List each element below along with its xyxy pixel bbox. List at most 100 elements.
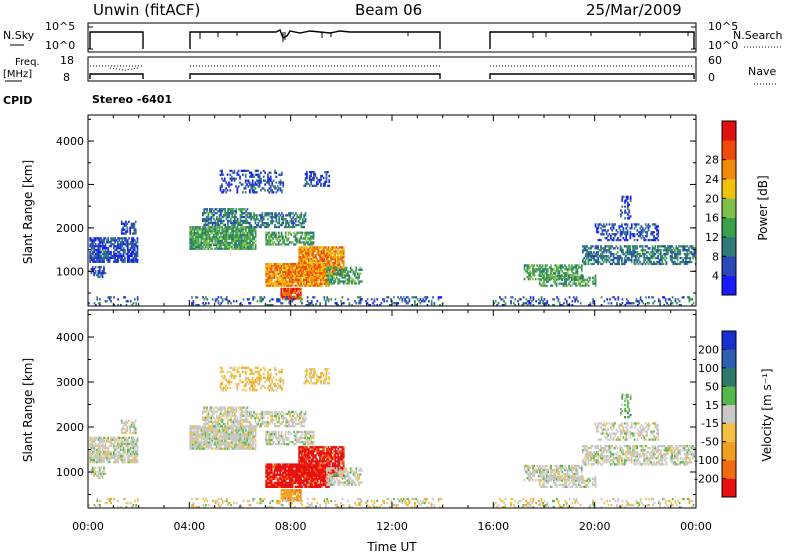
power-cell [252,298,255,301]
velocity-cell [119,442,122,446]
power-cell [293,268,295,272]
power-cell [118,237,121,240]
power-cell [653,223,655,226]
velocity-cell [114,452,116,456]
velocity-cell [133,448,136,452]
power-cell [328,178,331,182]
velocity-cell [93,450,96,454]
power-cell [269,280,272,283]
power-cell [344,268,346,271]
power-cell [256,173,258,176]
power-cell [318,180,321,184]
power-cell [260,189,262,192]
power-cell [221,237,224,241]
power-cell [331,261,334,265]
power-cell [211,232,214,235]
power-cell [103,256,105,259]
velocity-cell [196,447,198,450]
power-cell [296,216,299,219]
power-cell [584,284,587,287]
power-cell [689,258,691,262]
power-cell [113,250,115,254]
power-cell [126,241,129,244]
power-cell [224,210,226,213]
power-cell [541,264,544,267]
velocity-cell [189,425,191,428]
power-cell [331,274,334,277]
power-cell [517,300,519,303]
power-cell [288,295,291,298]
velocity-cell [136,454,139,458]
power-cell [261,220,264,223]
velocity-cell [96,448,98,452]
velocity-cell [122,431,124,434]
power-cell [211,228,214,231]
power-cell [348,304,351,307]
power-cell [621,251,623,254]
velocity-cell [206,427,208,430]
velocity-cell [96,454,98,458]
power-cell [647,251,650,254]
power-cell [291,300,294,303]
power-cell [250,224,253,227]
velocity-cell [125,429,127,432]
power-cell [551,274,554,277]
power-cell [291,276,294,279]
power-cell [270,265,273,268]
power-cell [203,239,205,243]
power-cell [320,254,323,257]
velocity-cell [93,454,96,458]
power-cell [621,195,624,198]
velocity-cell [113,442,115,446]
power-cell [310,246,313,249]
power-cell [210,212,213,215]
power-cell [125,230,127,233]
power-cell [286,289,288,292]
power-cell [197,232,200,235]
power-cell [245,247,247,250]
power-cell [250,171,253,174]
power-cell [218,230,221,233]
power-cell [330,280,332,283]
power-cell [206,219,208,223]
power-cell [622,227,625,230]
velocity-cell [118,444,121,448]
power-cell [208,230,211,233]
power-cell [624,201,626,204]
power-cell [602,251,605,254]
power-cell [277,265,280,268]
power-cell [190,241,193,245]
power-cell [225,296,228,299]
power-cell [308,174,311,178]
power-cell [437,296,440,299]
power-cell [113,252,115,256]
power-cell [98,268,101,271]
velocity-cell [97,442,100,446]
power-cell [229,232,232,235]
power-cell [625,235,627,238]
power-cell [310,171,312,174]
power-cell [685,253,687,256]
power-cell [558,276,561,279]
power-cell [213,214,215,217]
power-cell [210,219,213,223]
power-cell [562,266,565,269]
power-cell [341,267,344,271]
power-cell [326,276,329,279]
power-cell [311,241,313,244]
power-cell [100,256,103,259]
power-cell [308,243,311,246]
power-cell [601,231,604,234]
power-cell [656,233,658,236]
power-cell [573,264,576,267]
power-cell [301,278,304,281]
power-cell [627,213,629,216]
power-cell [317,178,319,182]
power-cell [573,272,576,275]
power-cell [323,276,326,279]
power-cell [558,264,561,267]
power-cell [305,261,307,265]
power-cell [415,304,418,307]
power-cell [219,304,221,307]
power-cell [222,228,225,231]
